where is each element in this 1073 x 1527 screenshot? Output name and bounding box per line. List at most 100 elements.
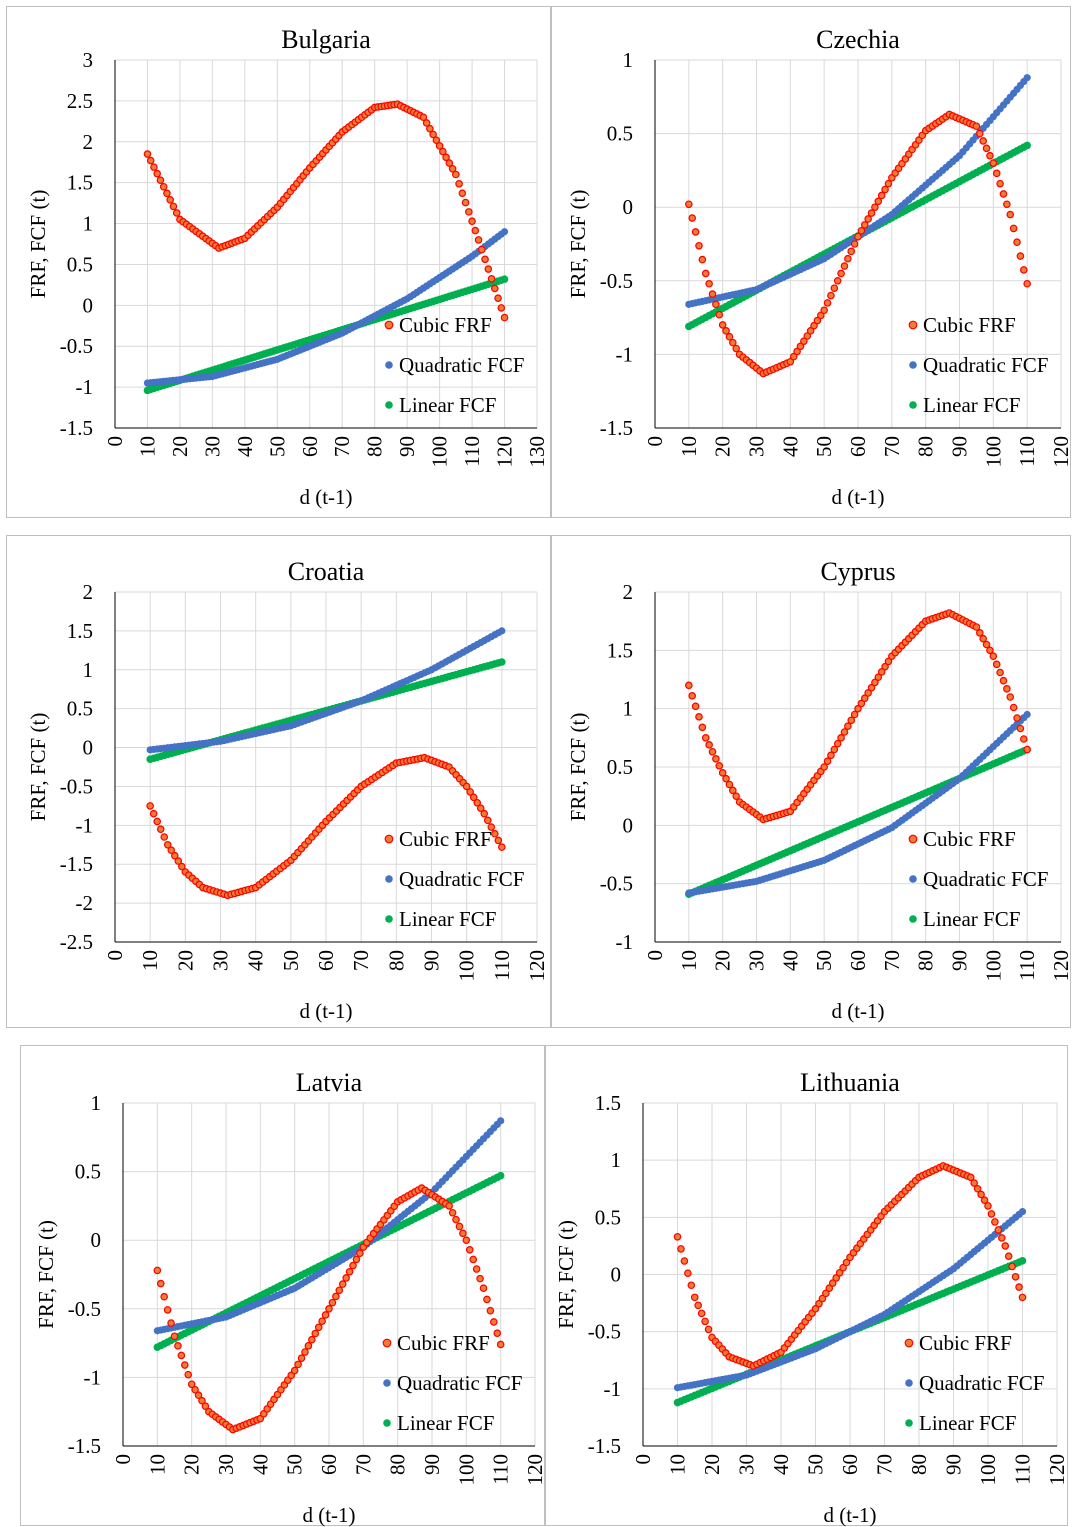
croatia-series-cubic-frf xyxy=(146,753,506,900)
cubic-frf-point xyxy=(708,290,717,298)
cubic-frf-point xyxy=(498,843,506,851)
cubic-frf-point xyxy=(677,1245,685,1253)
cubic-frf-point xyxy=(729,338,737,347)
y-tick-label: 1.5 xyxy=(67,171,93,195)
x-tick-label: 90 xyxy=(942,1454,966,1475)
cubic-frf-point xyxy=(476,1274,484,1283)
x-tick-label: 0 xyxy=(643,436,667,447)
cubic-frf-point xyxy=(201,1402,210,1411)
cubic-frf-point xyxy=(705,741,713,749)
bulgaria-x-axis-title: d (t-1) xyxy=(299,485,352,509)
x-tick-label: 40 xyxy=(233,436,257,457)
chart-cyprus: Cyprus-1-0.500.511.520 10 20 30 40 50 60 70 80 90… xyxy=(566,557,1072,1023)
x-tick-label: 10 xyxy=(677,436,701,457)
x-tick-label: 70 xyxy=(330,436,354,457)
cubic-frf-point xyxy=(881,185,889,194)
legend-marker-linear-fcf xyxy=(909,915,917,923)
bulgaria-legend: Cubic FRF Quadratic FCF Linear FCF xyxy=(384,313,524,417)
y-tick-label: 0 xyxy=(623,195,634,219)
cubic-frf-point xyxy=(484,265,493,273)
cubic-frf-point xyxy=(1003,685,1011,693)
linear-fcf-point xyxy=(1018,1256,1027,1265)
y-tick-label: 0 xyxy=(623,813,634,837)
latvia-legend: Cubic FRF Quadratic FCF Linear FCF xyxy=(382,1331,522,1435)
legend-label-linear-fcf: Linear FCF xyxy=(397,1411,494,1435)
y-tick-label: 1.5 xyxy=(595,1091,621,1115)
y-tick-label: -2.5 xyxy=(60,930,93,954)
x-tick-label: 30 xyxy=(745,436,769,457)
cubic-frf-point xyxy=(146,802,154,810)
cubic-frf-point xyxy=(325,1304,333,1313)
x-tick-label: 60 xyxy=(838,1454,862,1475)
cubic-frf-point xyxy=(352,1255,361,1264)
cubic-frf-point xyxy=(982,640,991,649)
cubic-frf-point xyxy=(480,809,489,818)
cubic-frf-point xyxy=(840,262,849,270)
y-tick-label: 0 xyxy=(83,293,94,317)
x-tick-label: 110 xyxy=(1011,1454,1035,1485)
cubic-frf-point xyxy=(982,144,991,153)
x-tick-label: 40 xyxy=(248,1454,272,1475)
lithuania-x-axis-title: d (t-1) xyxy=(823,1503,876,1527)
cubic-frf-point xyxy=(487,274,496,283)
legend-label-quadratic-fcf: Quadratic FCF xyxy=(923,353,1048,377)
croatia-y-axis-title: FRF, FCF (t) xyxy=(26,713,50,822)
cubic-frf-point xyxy=(992,660,1001,669)
latvia-x-axis-title: d (t-1) xyxy=(302,1503,355,1527)
y-tick-label: -1.5 xyxy=(60,416,93,440)
cubic-frf-point xyxy=(823,299,832,307)
chart-czechia: Czechia-1.5-1-0.500.510 10 20 30 40 50 60 70 80 9… xyxy=(566,25,1072,509)
cubic-frf-point xyxy=(321,1311,330,1319)
cubic-frf-point xyxy=(874,673,883,681)
cubic-frf-point xyxy=(184,1370,193,1379)
legend-marker-quadratic-fcf xyxy=(385,875,393,883)
cubic-frf-point xyxy=(997,1234,1006,1242)
cubic-frf-point xyxy=(461,198,470,207)
cubic-frf-point xyxy=(701,1317,709,1326)
cubic-frf-point xyxy=(496,1340,505,1349)
x-tick-label: 130 xyxy=(525,436,549,468)
cubic-frf-point xyxy=(487,823,496,831)
legend-label-quadratic-fcf: Quadratic FCF xyxy=(919,1371,1044,1395)
x-tick-label: 40 xyxy=(769,1454,793,1475)
legend-label-cubic-frf: Cubic FRF xyxy=(923,827,1016,851)
quadratic-fcf-point xyxy=(1018,1208,1027,1216)
y-tick-label: 0.5 xyxy=(67,697,93,721)
croatia-series-quadratic-fcf xyxy=(146,627,506,754)
cubic-frf-point xyxy=(1019,266,1028,274)
cubic-frf-point xyxy=(991,1218,999,1226)
cubic-frf-point xyxy=(822,1289,830,1298)
chart-panel-lithuania: Lithuania -1.5 -1 -0.5 0 0.5 1 1.5 0 10 20 30 40 50 60… xyxy=(545,1045,1069,1527)
x-tick-label: 10 xyxy=(145,1454,169,1475)
y-tick-label: -1.5 xyxy=(600,416,633,440)
y-tick-label: -0.5 xyxy=(600,269,633,293)
cubic-frf-point xyxy=(718,769,727,777)
x-tick-label: 100 xyxy=(981,950,1005,982)
cubic-frf-point xyxy=(854,704,862,713)
cubic-frf-point xyxy=(715,310,724,319)
y-tick-label: 0 xyxy=(83,736,94,760)
cubic-frf-point xyxy=(867,683,876,692)
legend-label-cubic-frf: Cubic FRF xyxy=(923,313,1016,337)
lithuania-title: Lithuania xyxy=(800,1068,900,1097)
cubic-frf-point xyxy=(796,342,805,351)
y-tick-label: -0.5 xyxy=(600,872,633,896)
cubic-frf-point xyxy=(445,1202,453,1210)
x-tick-label: 110 xyxy=(1015,436,1039,467)
y-tick-label: -1 xyxy=(604,1377,622,1401)
czechia-y-axis-title: FRF, FCF (t) xyxy=(566,190,590,299)
cubic-frf-point xyxy=(191,1385,199,1394)
cubic-frf-point xyxy=(1016,724,1025,733)
cubic-frf-point xyxy=(823,757,832,765)
cubic-frf-point xyxy=(471,226,480,235)
x-tick-label: 30 xyxy=(209,950,233,971)
y-tick-label: -2 xyxy=(76,891,94,915)
x-tick-label: 50 xyxy=(804,1454,828,1475)
x-tick-label: 20 xyxy=(711,436,735,457)
cubic-frf-point xyxy=(174,1342,182,1350)
cubic-frf-point xyxy=(169,202,178,211)
cubic-frf-point xyxy=(143,150,152,158)
chart-panel-czechia: Czechia -1.5 -1 -0.5 0 0.5 1 0 10 20 30 40 50 60 70 80 9… xyxy=(551,6,1072,518)
x-tick-label: 0 xyxy=(643,950,667,961)
cubic-frf-point xyxy=(789,352,798,361)
